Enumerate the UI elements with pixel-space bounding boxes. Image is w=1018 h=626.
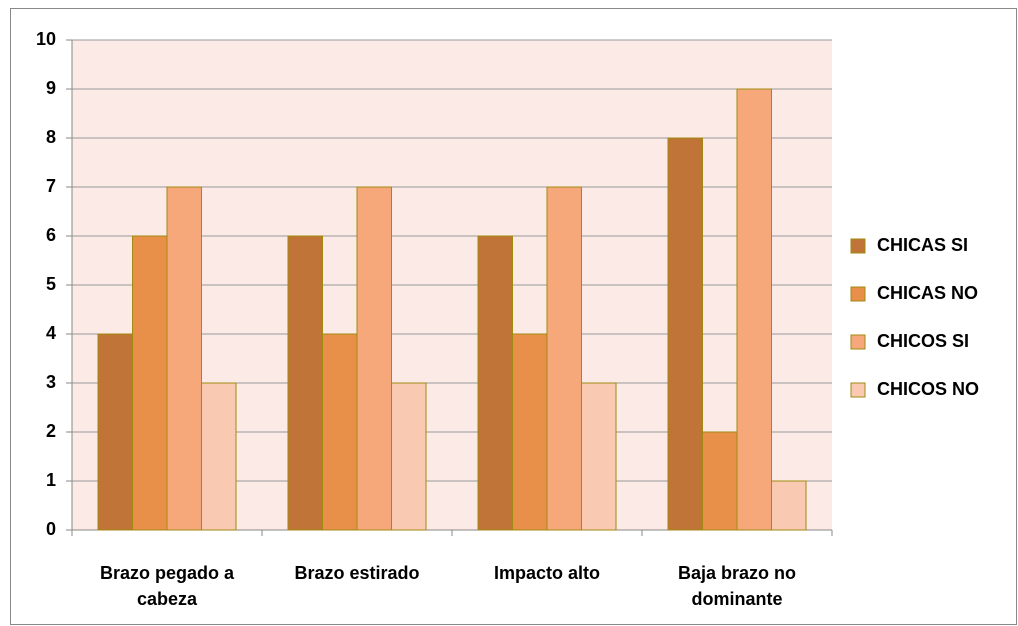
bar [667,137,703,531]
x-tick-label: Brazo estirado [294,563,420,583]
legend-label: CHICOS NO [877,379,979,399]
y-tick-label: 1 [46,470,56,490]
y-tick-label: 3 [46,372,56,392]
y-tick-label: 2 [46,421,56,441]
legend-swatch [850,334,866,350]
y-tick-label: 7 [46,176,56,196]
bar [546,186,582,531]
legend-swatch [850,382,866,398]
bar [391,382,427,531]
bar [201,382,237,531]
bar [132,235,168,531]
bar [356,186,392,531]
x-tick-label: Impacto alto [493,563,600,583]
y-tick-label: 10 [36,29,56,49]
bar [477,235,513,531]
bar [287,235,323,531]
legend-label: CHICOS SI [877,331,969,351]
legend-swatch [850,286,866,302]
y-tick-label: 6 [46,225,56,245]
legend-swatch [850,238,866,254]
x-tick-label: Baja brazo no dominante [677,563,797,609]
y-tick-label: 9 [46,78,56,98]
y-tick-label: 4 [46,323,56,343]
bar [322,333,358,531]
y-tick-label: 8 [46,127,56,147]
bar [771,480,807,531]
y-tick-label: 5 [46,274,56,294]
legend-label: CHICAS NO [877,283,978,303]
bar [512,333,548,531]
y-tick-label: 0 [46,519,56,539]
bar [581,382,617,531]
bar [97,333,133,531]
bar [702,431,738,531]
bar [736,88,772,531]
bar [166,186,202,531]
legend-label: CHICAS SI [877,235,968,255]
x-tick-label: Brazo pegado a cabeza [99,563,235,609]
